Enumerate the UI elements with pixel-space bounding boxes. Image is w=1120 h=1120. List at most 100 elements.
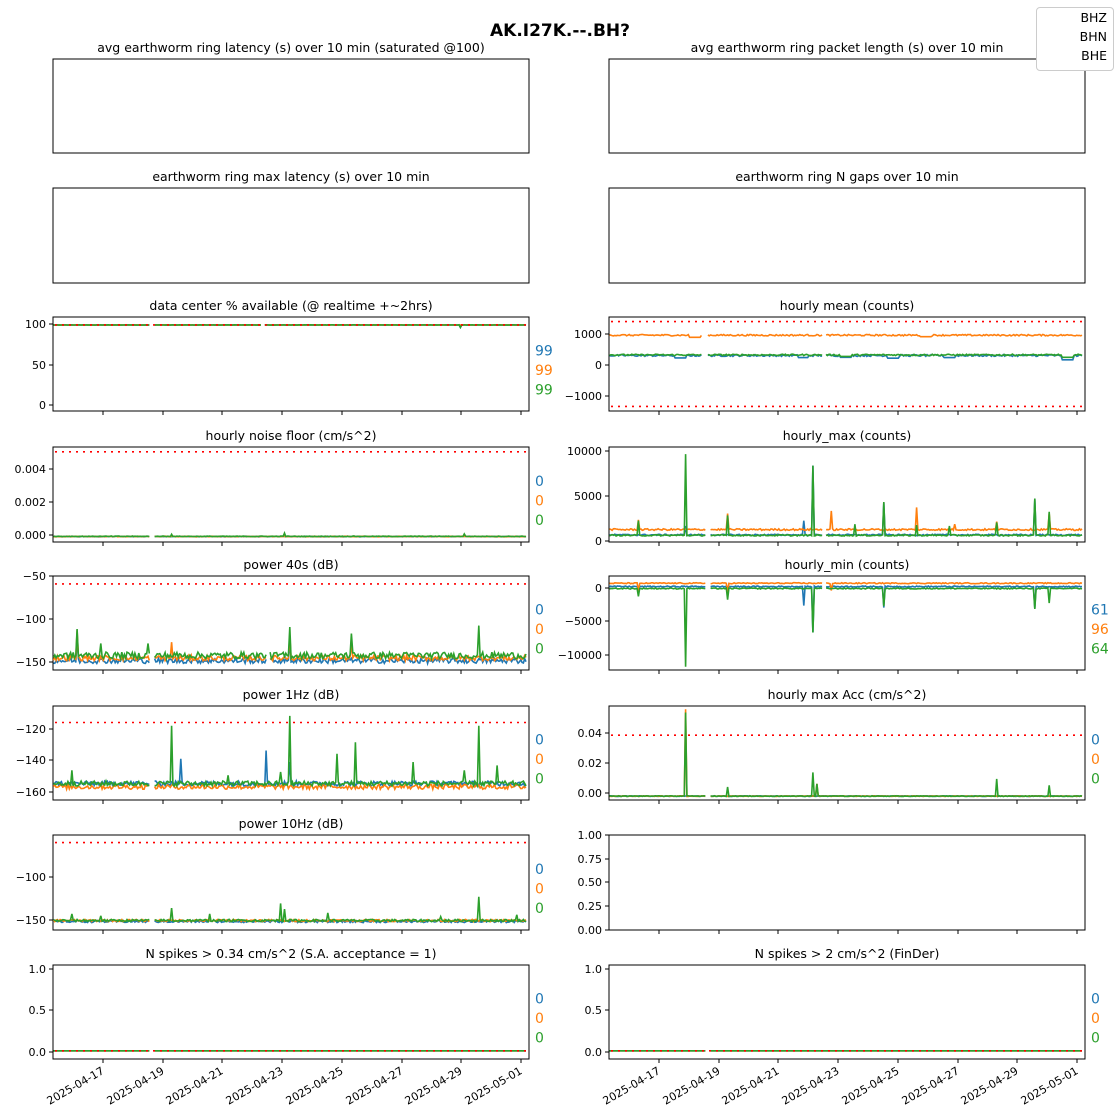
series-group [52,715,527,793]
legend-item-bhz: BHZ [1080,10,1107,25]
series-group [609,709,1083,798]
y-tick-label: 10000 [567,445,602,458]
panel-p4: data center % available (@ realtime +~2h… [25,298,553,415]
date-tick-label: 2025-04-21 [164,1064,226,1107]
y-tick-label: 0.02 [578,757,603,770]
date-tick-label: 2025-04-19 [105,1064,167,1107]
panel-p15: N spikes > 2 cm/s^2 (FinDer) 1.0 0.5 0.0 0 0 0… [585,946,1100,1108]
series-line-bhe [609,454,1083,538]
figure-title: AK.I27K.--.BH? [490,21,630,41]
series-line-bhe [609,353,1083,359]
latest-value-bhz: 99 [535,344,553,360]
series-group [609,581,1083,667]
series-line-bhe [52,625,527,662]
panel-title: earthworm ring N gaps over 10 min [735,169,958,184]
legend-item-bhn: BHN [1079,29,1107,44]
latest-value-bhn: 0 [1091,752,1100,768]
y-tick-label: 0.5 [585,1004,603,1017]
axes-frame [52,58,530,154]
y-tick-label: 100 [25,318,46,331]
y-tick-label: −120 [16,723,46,736]
y-tick-label: −100 [16,613,46,626]
panel-p0: avg earthworm ring latency (s) over 10 m… [52,40,530,154]
panel-title: hourly_min (counts) [785,557,910,572]
y-tick-label: 0.50 [578,876,603,889]
y-tick-label: 0 [595,535,602,548]
latest-value-bhe: 0 [1091,772,1100,788]
panel-title: hourly_max (counts) [783,428,912,443]
y-tick-label: 5000 [574,490,602,503]
series-line-bhz [609,584,1083,633]
latest-value-bhe: 0 [535,901,544,917]
axes-frame [608,834,1086,931]
date-tick-label: 2025-04-17 [601,1064,663,1107]
panel-title: hourly noise floor (cm/s^2) [206,428,377,443]
y-tick-label: 0 [595,582,602,595]
date-tick-label: 2025-04-27 [900,1064,962,1107]
series-group [52,583,527,667]
panel-p14: N spikes > 0.34 cm/s^2 (S.A. acceptance … [29,946,544,1108]
series-line-bhn [609,333,1083,339]
latest-value-bhz: 0 [535,603,544,619]
axes-frame [608,187,1086,284]
panel-title: earthworm ring max latency (s) over 10 m… [152,169,429,184]
series-line-bhe [53,715,527,789]
y-tick-label: 0.0 [29,1046,47,1059]
axes-frame [608,446,1086,543]
latest-value-bhn: 99 [535,363,553,379]
panel-title: N spikes > 2 cm/s^2 (FinDer) [755,946,940,961]
latest-value-bhn: 0 [535,493,544,509]
latest-value-bhz: 61 [1091,603,1109,619]
y-tick-label: −140 [16,754,46,767]
series-group [609,320,1083,408]
panel-p3: earthworm ring N gaps over 10 min [608,169,1086,284]
y-tick-label: 0.00 [578,787,603,800]
latest-value-bhe: 0 [1091,1031,1100,1047]
series-line-bhe [53,896,527,924]
panel-title: power 40s (dB) [243,557,338,572]
date-tick-label: 2025-04-25 [840,1064,902,1107]
latest-value-bhz: 0 [535,474,544,490]
panel-p6: hourly noise floor (cm/s^2) 0.004 0.002 0.0… [15,428,544,546]
panel-title: power 1Hz (dB) [243,687,340,702]
latest-value-bhz: 0 [535,862,544,878]
latest-value-bhz: 0 [1091,733,1100,749]
date-tick-label: 2025-04-25 [284,1064,346,1107]
latest-value-bhn: 96 [1091,622,1109,638]
legend: BHZ BHN BHE [1036,7,1114,71]
axes-frame [52,834,530,931]
y-tick-label: 0.0 [585,1046,603,1059]
series-line-bhn [609,709,1083,798]
y-tick-label: 0 [39,399,46,412]
y-tick-label: −5000 [565,615,602,628]
panel-p12: power 10Hz (dB) −100 −150 0 0 0 [16,816,544,934]
latest-value-bhe: 0 [535,642,544,658]
y-tick-label: 50 [32,359,46,372]
series-group [52,841,527,924]
series-line-bhn [52,781,527,793]
y-tick-label: −50 [23,570,46,583]
y-tick-label: −160 [16,786,46,799]
date-tick-label: 2025-04-19 [661,1064,723,1107]
axes-frame [608,705,1086,801]
axes-frame [608,58,1086,154]
y-tick-label: 0.04 [578,727,603,740]
y-tick-label: 0.75 [578,853,603,866]
panel-title: hourly mean (counts) [780,298,914,313]
series-group [53,451,527,538]
panel-title: power 10Hz (dB) [239,816,344,831]
latest-value-bhn: 0 [535,752,544,768]
latest-value-bhe: 0 [535,1031,544,1047]
date-tick-label: 2025-04-17 [45,1064,107,1107]
y-tick-label: −150 [16,656,46,669]
axes-frame [52,964,530,1060]
panel-p11: hourly max Acc (cm/s^2) 0.04 0.02 0.00 0 0 0 [578,687,1100,804]
date-tick-label: 2025-04-27 [344,1064,406,1107]
panel-p10: power 1Hz (dB) −120 −140 −160 0 0 0 [16,687,544,804]
panel-p13: 1.00 0.75 0.50 0.25 0.00 [578,829,1086,937]
y-tick-label: 0 [595,359,602,372]
latest-value-bhz: 0 [1091,992,1100,1008]
latest-value-bhe: 99 [535,383,553,399]
panel-title: avg earthworm ring latency (s) over 10 m… [97,40,484,55]
